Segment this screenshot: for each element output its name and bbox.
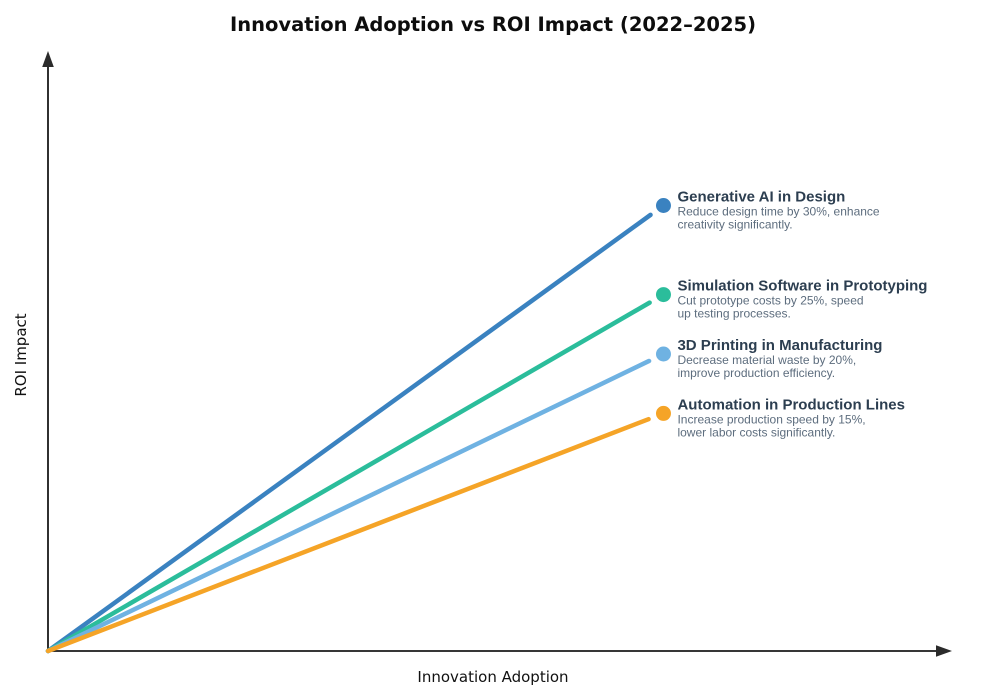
chart-title: Innovation Adoption vs ROI Impact (2022–… <box>230 13 756 36</box>
series-line-2 <box>45 358 652 654</box>
x-axis-arrow-icon <box>936 645 952 657</box>
series-label-desc-0-0: Reduce design time by 30%, enhance <box>677 205 879 219</box>
series-endpoint-dot-2 <box>655 346 671 362</box>
series-label-title-2: 3D Printing in Manufacturing <box>677 337 882 354</box>
series-line-0 <box>45 212 653 654</box>
series-label-title-0: Generative AI in Design <box>677 189 845 206</box>
series-label-desc-0-1: creativity significantly. <box>677 218 792 232</box>
series-endpoint-dot-0 <box>655 198 671 213</box>
series-line-1 <box>45 300 652 654</box>
series-label-desc-3-0: Increase production speed by 15%, <box>677 412 865 426</box>
series-label-desc-1-0: Cut prototype costs by 25%, speed <box>677 294 863 308</box>
y-axis-label: ROI Impact <box>12 313 30 396</box>
series-label-title-1: Simulation Software in Prototyping <box>677 278 927 295</box>
series-label-desc-1-1: up testing processes. <box>677 307 790 321</box>
series-endpoint-dot-3 <box>655 405 671 421</box>
series-label-desc-2-1: improve production efficiency. <box>677 366 835 380</box>
x-axis-label: Innovation Adoption <box>417 668 568 686</box>
series-label-title-3: Automation in Production Lines <box>677 396 905 413</box>
series-endpoint-dot-1 <box>655 287 671 303</box>
series-label-desc-3-1: lower labor costs significantly. <box>677 425 835 439</box>
series-line-3 <box>45 416 651 654</box>
y-axis-arrow-icon <box>42 51 54 67</box>
series-label-desc-2-0: Decrease material waste by 20%, <box>677 353 856 367</box>
